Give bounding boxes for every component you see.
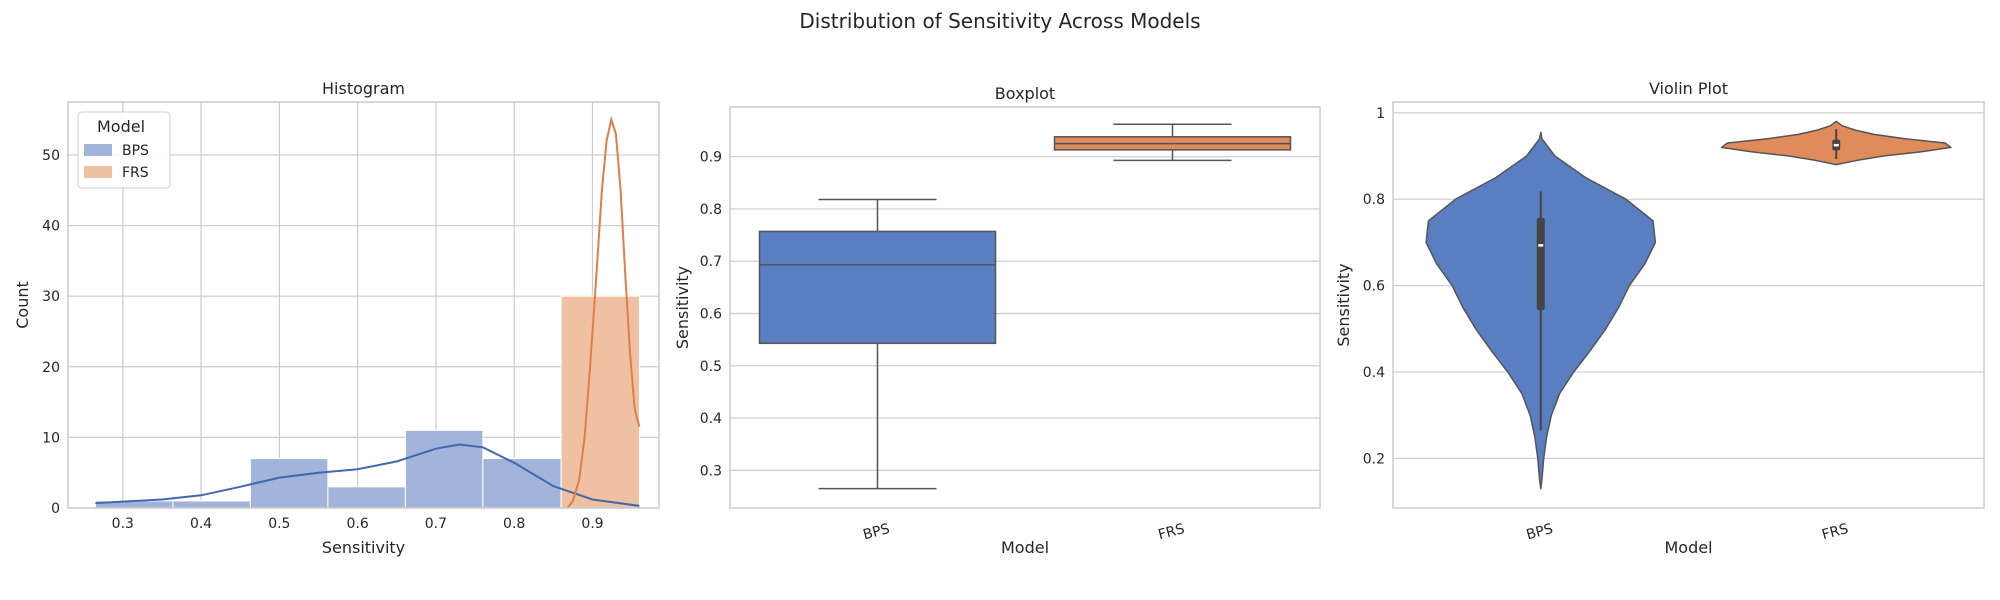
x-axis-label: Sensitivity [322, 538, 405, 557]
hist-bar-bps [404, 429, 484, 509]
panel-title: Violin Plot [1649, 79, 1728, 98]
y-tick-label: 0.2 [1363, 451, 1385, 467]
box-bps [758, 230, 997, 345]
plot-frame [67, 101, 660, 509]
y-tick-label: 40 [42, 219, 60, 235]
violin-plot-panel: 0.2 0.4 0.6 0.8 1 Violin Plot Sensitivity Model… [1334, 79, 1985, 557]
legend-swatch-bps [84, 144, 112, 156]
x-tick-label: 0.6 [346, 516, 368, 532]
panel-title: Histogram [322, 79, 405, 98]
x-axis-label: Model [1001, 538, 1049, 557]
x-tick-label: BPS [861, 521, 891, 543]
y-tick-label: 0.6 [700, 307, 722, 323]
y-tick-label: 0.5 [700, 359, 722, 375]
y-tick-label: 0.6 [1363, 279, 1385, 295]
y-tick-label: 1 [1376, 106, 1385, 122]
y-tick-label: 0.4 [700, 411, 722, 427]
kde-line-bps [95, 443, 640, 507]
x-tick-label: 0.4 [190, 516, 212, 532]
y-tick-label: 20 [42, 360, 60, 376]
y-tick-label: 0.8 [700, 202, 722, 218]
y-tick-label: 0.4 [1363, 365, 1385, 381]
x-tick-label: 0.5 [268, 516, 290, 532]
y-tick-label: 0.7 [700, 254, 722, 270]
y-tick-label: 0.8 [1363, 192, 1385, 208]
plot-frame [1392, 101, 1985, 509]
x-tick-label: FRS [1820, 521, 1850, 543]
legend: Model BPS FRS [77, 111, 171, 189]
histogram-panel: 0 10 20 30 40 50 Histogram Count Sensitivity 0.3 0… [13, 79, 660, 557]
hist-bar-frs [560, 295, 640, 509]
x-tick-label: 0.9 [581, 516, 603, 532]
y-axis-label: Sensitivity [673, 266, 692, 349]
y-tick-label: 30 [42, 289, 60, 305]
panel-title: Boxplot [995, 84, 1055, 103]
hist-bar-bps [327, 486, 406, 509]
y-tick-label: 0.3 [700, 463, 722, 479]
x-tick-label: BPS [1525, 521, 1555, 543]
legend-label-bps: BPS [122, 143, 149, 159]
kde-line-frs [566, 115, 641, 509]
hist-bar-bps [249, 458, 329, 509]
x-tick-label: 0.3 [112, 516, 134, 532]
x-tick-label: FRS [1157, 521, 1187, 543]
y-tick-label: 0 [51, 501, 60, 517]
x-tick-label: 0.8 [503, 516, 525, 532]
plot-frame [729, 106, 1321, 509]
y-tick-label: 50 [42, 148, 60, 164]
legend-swatch-frs [84, 166, 112, 178]
y-axis-label: Sensitivity [1334, 263, 1353, 346]
y-tick-label: 0.9 [700, 150, 722, 166]
y-tick-label: 10 [42, 430, 60, 446]
legend-title: Model [97, 117, 145, 136]
x-tick-label: 0.7 [425, 516, 447, 532]
figure-title: Distribution of Sensitivity Across Model… [799, 9, 1200, 33]
y-axis-label: Count [13, 281, 32, 329]
legend-label-frs: FRS [122, 165, 149, 181]
x-axis-label: Model [1664, 538, 1712, 557]
hist-bar-bps [172, 500, 251, 509]
inner-box [1536, 217, 1545, 311]
boxplot-panel: 0.3 0.4 0.5 0.6 0.7 0.8 0.9 Boxplot Sensitivity M… [673, 84, 1321, 557]
